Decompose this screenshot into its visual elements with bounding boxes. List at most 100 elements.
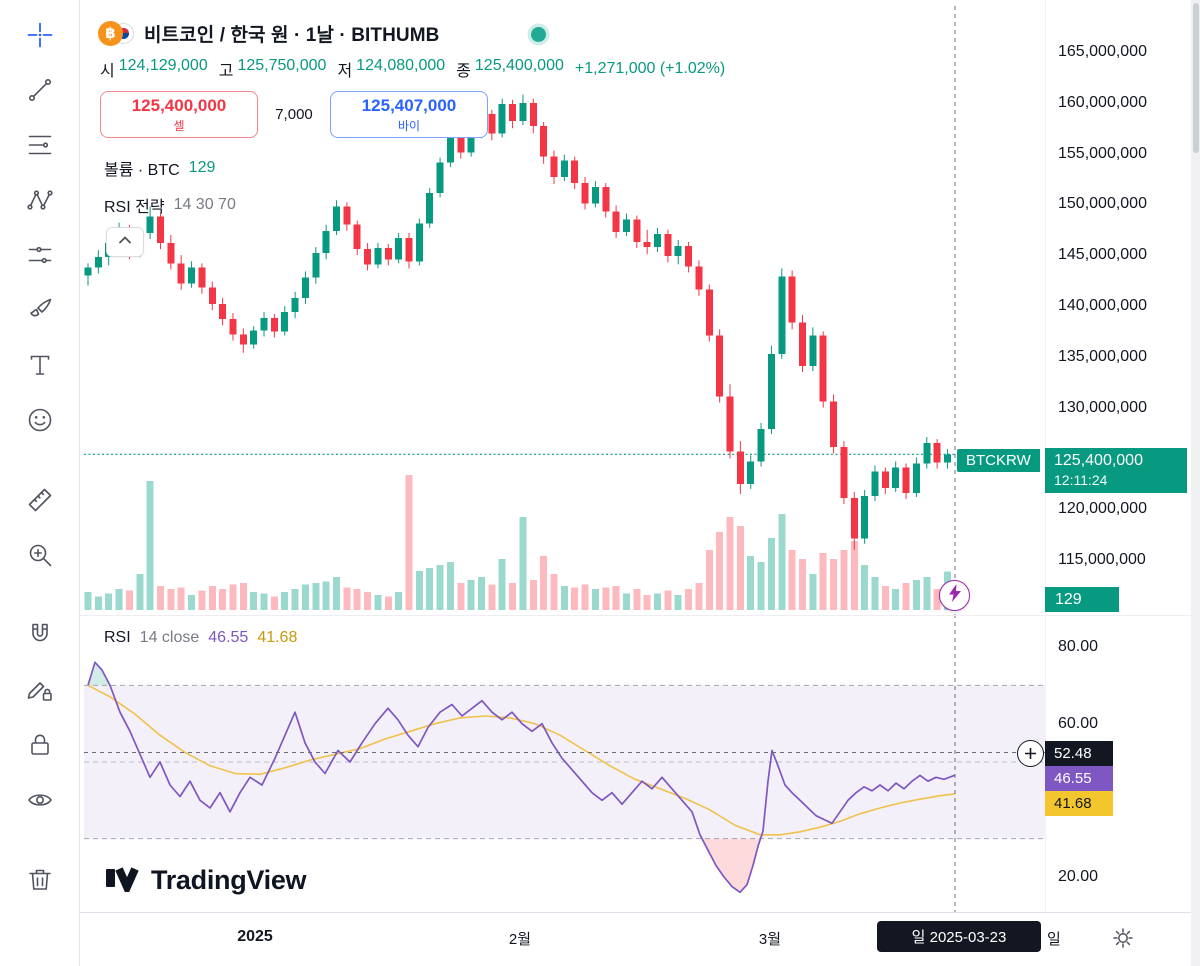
high-value: 125,750,000 — [237, 57, 327, 74]
rsi-strategy-legend[interactable]: RSI 전략 14 30 70 — [104, 193, 236, 217]
hide-all-tool-button[interactable] — [18, 779, 62, 825]
low-value: 124,080,000 — [356, 57, 446, 74]
price-axis-label: 115,000,000 — [1058, 551, 1146, 568]
text-tool-tool-button[interactable] — [18, 344, 62, 390]
open-value: 124,129,000 — [118, 57, 208, 74]
time-axis-label: 3월 — [758, 931, 782, 948]
lock-all-tool-button[interactable] — [18, 724, 62, 770]
price-axis-label: 160,000,000 — [1058, 93, 1147, 111]
pane-divider[interactable] — [80, 615, 1200, 616]
xabcd-pattern-icon — [26, 186, 54, 219]
lightning-icon — [948, 584, 962, 607]
xabcd-pattern-tool-button[interactable] — [18, 179, 62, 225]
emoji-icon — [26, 406, 54, 439]
open-label: 시 — [100, 63, 115, 80]
rsi-title: RSI — [104, 629, 131, 646]
drawing-lock-icon — [26, 676, 54, 709]
rsi-pane-legend[interactable]: RSI 14 close 46.55 41.68 — [104, 629, 297, 647]
rsi-axis-label: 60.00 — [1058, 714, 1099, 732]
page-scrollbar[interactable] — [1191, 0, 1200, 966]
buy-price: 125,407,000 — [361, 95, 457, 115]
brush-tool-button[interactable] — [18, 289, 62, 335]
scrollbar-thumb[interactable] — [1192, 3, 1199, 153]
symbol-header: ฿ 비트코인 / 한국 원 · 1날 · BITHUMB — [98, 20, 440, 47]
drawing-toolbar — [0, 0, 80, 966]
emoji-tool-button[interactable] — [18, 399, 62, 445]
time-axis-label: 2월 — [508, 931, 532, 948]
rsi-axis-label: 20.00 — [1058, 868, 1099, 885]
price-axis-label: 145,000,000 — [1058, 246, 1147, 264]
symbol-title[interactable]: 비트코인 / 한국 원 · 1날 · BITHUMB — [144, 25, 440, 46]
tradingview-logo-icon — [104, 864, 142, 897]
buy-button[interactable]: 125,407,000 바이 — [330, 91, 488, 138]
fib-retracement-icon — [26, 131, 54, 164]
tradingview-logo-text: TradingView — [151, 865, 307, 895]
quick-trade-button[interactable] — [939, 580, 970, 611]
drawing-lock-tool-button[interactable] — [18, 669, 62, 715]
time-axis-label: 2025 — [237, 928, 273, 945]
bar-countdown: 12:11:24 — [1054, 472, 1108, 488]
volume-legend-value: 129 — [188, 159, 216, 176]
last-price-value: 125,400,000 — [1054, 452, 1143, 469]
price-axis-label: 150,000,000 — [1058, 195, 1147, 213]
rsi-line — [87, 661, 956, 894]
ohlc-row: 시 124,129,000 고 125,750,000 저 124,080,000 종… — [100, 57, 725, 81]
low-label: 저 — [337, 63, 353, 80]
change-value: +1,271,000 (+1.02%) — [574, 60, 726, 77]
ruler-tool-button[interactable] — [18, 479, 62, 525]
rsi-ma-line — [87, 684, 956, 836]
collapse-legend-button[interactable] — [106, 227, 144, 257]
axis-settings-gear-icon[interactable] — [1112, 927, 1134, 954]
price-axis[interactable]: 165,000,000 160,000,000 155,000,000 150,000… — [1045, 0, 1191, 912]
rsi-value: 46.55 — [208, 629, 249, 646]
crosshair-icon — [26, 21, 54, 54]
trend-line-icon — [26, 76, 54, 109]
hide-all-icon — [26, 786, 54, 819]
pattern-tools-icon — [26, 241, 54, 274]
trend-line-tool-button[interactable] — [18, 69, 62, 115]
market-status-dot[interactable] — [531, 27, 546, 42]
buy-label: 바이 — [397, 118, 421, 133]
lock-all-icon — [26, 731, 54, 764]
crosshair-plus-icon[interactable] — [1017, 740, 1044, 767]
crosshair-date-badge: 일 2025-03-23 — [877, 921, 1041, 952]
sell-price: 125,400,000 — [131, 95, 227, 115]
pattern-tools-tool-button[interactable] — [18, 234, 62, 280]
ruler-icon — [26, 486, 54, 519]
crosshair-tool-button[interactable] — [18, 14, 62, 60]
last-price-badge: 125,400,000 12:11:24 — [1045, 448, 1187, 493]
spread-value: 7,000 — [275, 106, 313, 123]
fib-retracement-tool-button[interactable] — [18, 124, 62, 170]
volume-badge: 129 — [1045, 587, 1119, 612]
price-axis-label: 120,000,000 — [1058, 500, 1147, 518]
rsi-ma-badge: 41.68 — [1045, 791, 1113, 816]
time-axis-edge-label: 일 — [1047, 931, 1061, 948]
symbol-price-flag: BTCKRW — [957, 449, 1040, 472]
price-axis-label: 130,000,000 — [1058, 398, 1147, 416]
rsi-oversold-fill — [702, 838, 761, 893]
volume-legend-label: 볼륨 · BTC — [104, 162, 180, 179]
volume-legend[interactable]: 볼륨 · BTC 129 — [104, 156, 215, 180]
price-axis-label: 140,000,000 — [1058, 297, 1147, 314]
volume-series — [84, 475, 951, 610]
magnet-tool-button[interactable] — [18, 614, 62, 660]
close-value: 125,400,000 — [474, 57, 564, 74]
rsi-strategy-label: RSI 전략 — [104, 199, 165, 216]
brush-icon — [26, 296, 54, 329]
time-axis-border — [80, 912, 1200, 913]
remove-all-icon — [26, 866, 54, 899]
symbol-logo: ฿ — [98, 20, 134, 47]
rsi-value-badge: 46.55 — [1045, 766, 1113, 791]
rsi-ma-value: 41.68 — [257, 629, 298, 646]
rsi-params: 14 close — [139, 629, 200, 646]
remove-all-tool-button[interactable] — [18, 859, 62, 905]
tradingview-watermark[interactable]: TradingView — [104, 864, 307, 897]
sell-button[interactable]: 125,400,000 셀 — [100, 91, 258, 138]
high-label: 고 — [218, 63, 234, 80]
sell-label: 셀 — [173, 118, 185, 133]
zoom-in-tool-button[interactable] — [18, 534, 62, 580]
bitcoin-icon: ฿ — [98, 20, 123, 46]
close-label: 종 — [456, 63, 471, 80]
